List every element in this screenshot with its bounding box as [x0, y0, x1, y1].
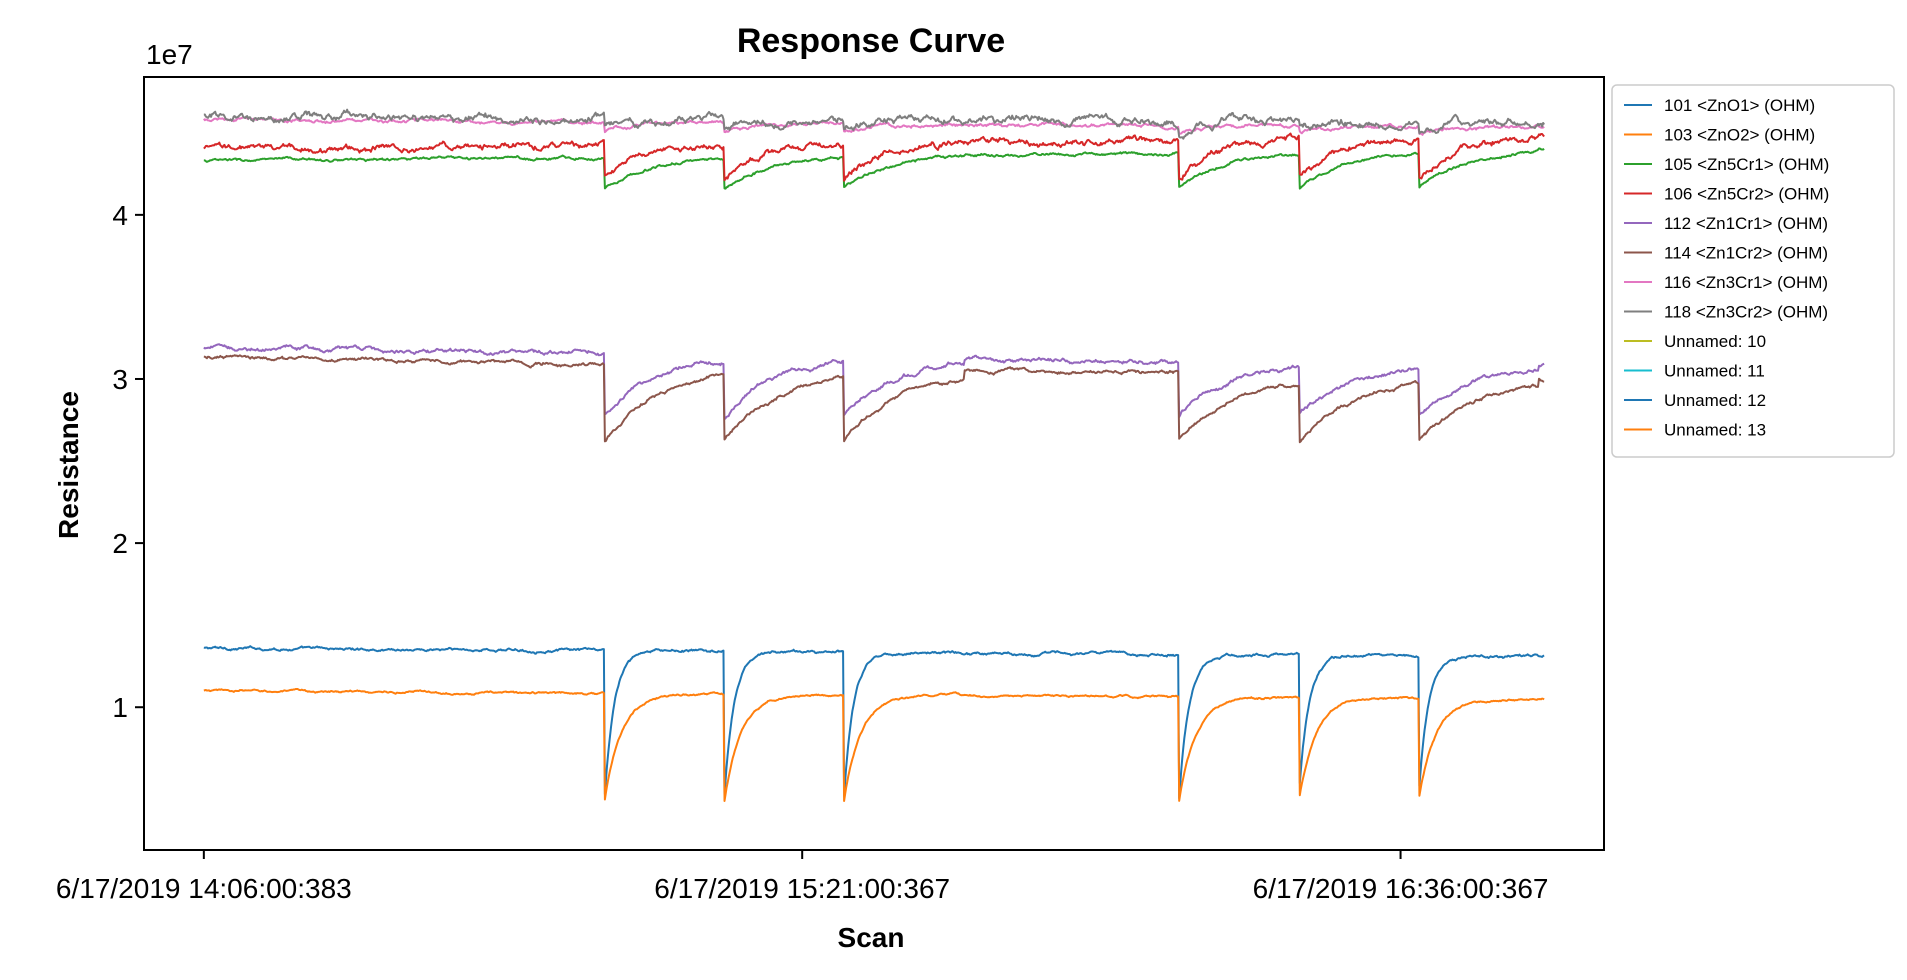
legend-entry: 118 <Zn3Cr2> (OHM): [1664, 303, 1828, 322]
series-line: [203, 108, 1545, 140]
plot-frame: [143, 76, 1605, 851]
series-lines: [203, 108, 1545, 803]
series-line: [203, 354, 1545, 444]
legend-entry: Unnamed: 11: [1664, 362, 1765, 381]
series-line: [203, 147, 1545, 190]
x-tick-label: 6/17/2019 14:06:00:383: [56, 873, 352, 904]
legend-entry: Unnamed: 13: [1664, 421, 1766, 440]
legend-entry: 103 <ZnO2> (OHM): [1664, 126, 1815, 145]
legend: 101 <ZnO1> (OHM) 103 <ZnO2> (OHM) 105 <Zn5…: [1611, 84, 1895, 458]
legend-entry: Unnamed: 12: [1664, 391, 1766, 410]
y-tick-label: 2: [112, 528, 128, 559]
chart-title: Response Curve: [737, 22, 1005, 60]
legend-entry: 114 <Zn1Cr2> (OHM): [1664, 244, 1828, 263]
legend-entry: 106 <Zn5Cr2> (OHM): [1664, 185, 1829, 204]
series-line: [203, 687, 1545, 803]
legend-entry: 112 <Zn1Cr1> (OHM): [1664, 214, 1828, 233]
series-line: [203, 132, 1545, 182]
y-axis-label: Resistance: [53, 391, 84, 539]
y-tick-label: 1: [112, 692, 128, 723]
x-tick-label: 6/17/2019 15:21:00:367: [654, 873, 950, 904]
legend-entry: 105 <Zn5Cr1> (OHM): [1664, 155, 1829, 174]
legend-entry: 116 <Zn3Cr1> (OHM): [1664, 273, 1828, 292]
series-line: [203, 343, 1545, 421]
series-line: [203, 645, 1545, 800]
legend-frame: [1611, 84, 1895, 458]
y-tick-label: 4: [112, 200, 128, 231]
axis-ticks: 1 2 3 4 6/17/2019 14:06:00:383 6/17/2019 15:2…: [56, 200, 1549, 904]
x-tick-label: 6/17/2019 16:36:00:367: [1253, 873, 1549, 904]
legend-entry: Unnamed: 10: [1664, 332, 1766, 351]
legend-entry: 101 <ZnO1> (OHM): [1664, 96, 1815, 115]
y-multiplier-label: 1e7: [146, 39, 193, 70]
x-axis-label: Scan: [838, 922, 905, 953]
y-tick-label: 3: [112, 364, 128, 395]
